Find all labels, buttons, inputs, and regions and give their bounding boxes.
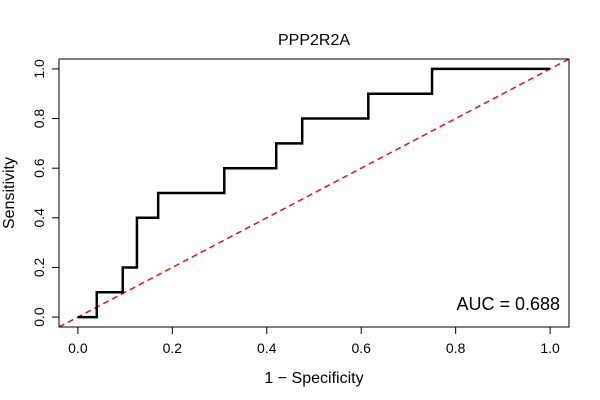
auc-annotation: AUC = 0.688 xyxy=(456,294,560,314)
x-tick-label: 0.0 xyxy=(68,340,88,356)
x-tick-label: 0.2 xyxy=(163,340,183,356)
x-tick-label: 0.6 xyxy=(351,340,371,356)
reference-diagonal-line xyxy=(59,59,569,327)
y-tick-label: 0.2 xyxy=(31,258,47,278)
y-tick-label: 1.0 xyxy=(31,59,47,79)
plot-frame xyxy=(58,58,570,328)
x-tick-label: 0.8 xyxy=(446,340,466,356)
y-tick-label: 0.4 xyxy=(31,208,47,228)
y-axis-label: Sensitivity xyxy=(1,157,18,229)
x-tick-label: 0.4 xyxy=(257,340,277,356)
plot-area xyxy=(59,59,569,327)
x-axis: 0.0 0.2 0.4 0.6 0.8 1.0 xyxy=(68,326,560,356)
y-tick-label: 0.6 xyxy=(31,158,47,178)
y-tick-label: 0.0 xyxy=(31,307,47,327)
x-axis-label: 1 − Specificity xyxy=(264,370,363,387)
roc-curve-line xyxy=(77,67,551,319)
x-tick-label: 1.0 xyxy=(540,340,560,356)
y-tick-label: 0.8 xyxy=(31,109,47,129)
y-axis: 0.0 0.2 0.4 0.6 0.8 1.0 xyxy=(31,59,60,327)
chart-title: PPP2R2A xyxy=(278,32,350,49)
